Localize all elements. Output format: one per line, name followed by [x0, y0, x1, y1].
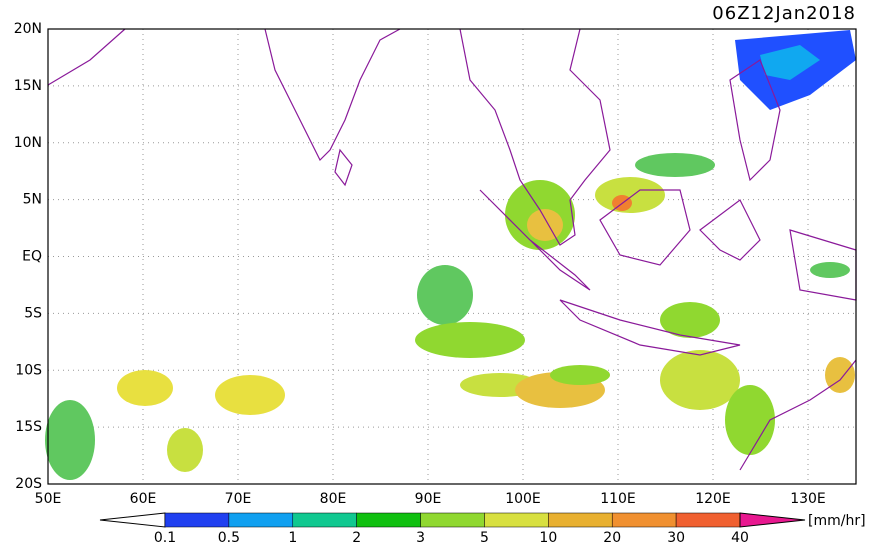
lat-label: 20S — [15, 476, 42, 492]
lat-label: EQ — [22, 249, 42, 265]
colorbar: 0.1 0.5 1 2 3 5 10 20 30 40 [mm/hr] — [99, 512, 866, 544]
map-frame — [47, 28, 857, 485]
colorbar-box — [675, 512, 741, 528]
colorbar-low-arrow — [99, 512, 166, 528]
colorbar-box — [611, 512, 677, 528]
lon-label: 60E — [130, 491, 157, 507]
colorbar-label: 20 — [603, 530, 621, 544]
coastlines — [47, 28, 857, 471]
lon-label: 70E — [225, 491, 252, 507]
timestamp: 06Z12Jan2018 — [712, 3, 856, 24]
colorbar-unit: [mm/hr] — [808, 513, 866, 529]
colorbar-box — [356, 512, 421, 528]
lat-label: 15S — [15, 419, 42, 435]
colorbar-label: 3 — [416, 530, 425, 544]
lat-label: 15N — [14, 78, 42, 94]
lon-label: 90E — [415, 491, 442, 507]
lon-label: 80E — [320, 491, 347, 507]
lon-label: 100E — [505, 491, 541, 507]
lat-label: 10S — [15, 362, 42, 378]
colorbar-box — [484, 512, 549, 528]
lat-label: 10N — [14, 135, 42, 151]
colorbar-box — [292, 512, 357, 528]
rain-areas — [45, 30, 856, 480]
colorbar-label: 10 — [539, 530, 557, 544]
colorbar-high-arrow — [739, 512, 806, 528]
lat-label: 5S — [24, 305, 42, 321]
lon-label: 110E — [600, 491, 636, 507]
colorbar-label: 30 — [667, 530, 685, 544]
grid — [48, 29, 856, 484]
lon-label: 130E — [790, 491, 826, 507]
lon-label: 120E — [695, 491, 731, 507]
colorbar-label: 0.1 — [154, 530, 176, 544]
colorbar-label: 40 — [731, 530, 749, 544]
colorbar-label: 1 — [288, 530, 297, 544]
colorbar-box — [228, 512, 294, 528]
colorbar-box — [548, 512, 613, 528]
colorbar-box — [164, 512, 230, 528]
colorbar-box — [420, 512, 485, 528]
colorbar-label: 2 — [352, 530, 361, 544]
lat-label: 5N — [23, 192, 42, 208]
lat-label: 20N — [14, 21, 42, 37]
colorbar-label: 5 — [480, 530, 489, 544]
colorbar-label: 0.5 — [218, 530, 240, 544]
lon-label: 50E — [35, 491, 62, 507]
